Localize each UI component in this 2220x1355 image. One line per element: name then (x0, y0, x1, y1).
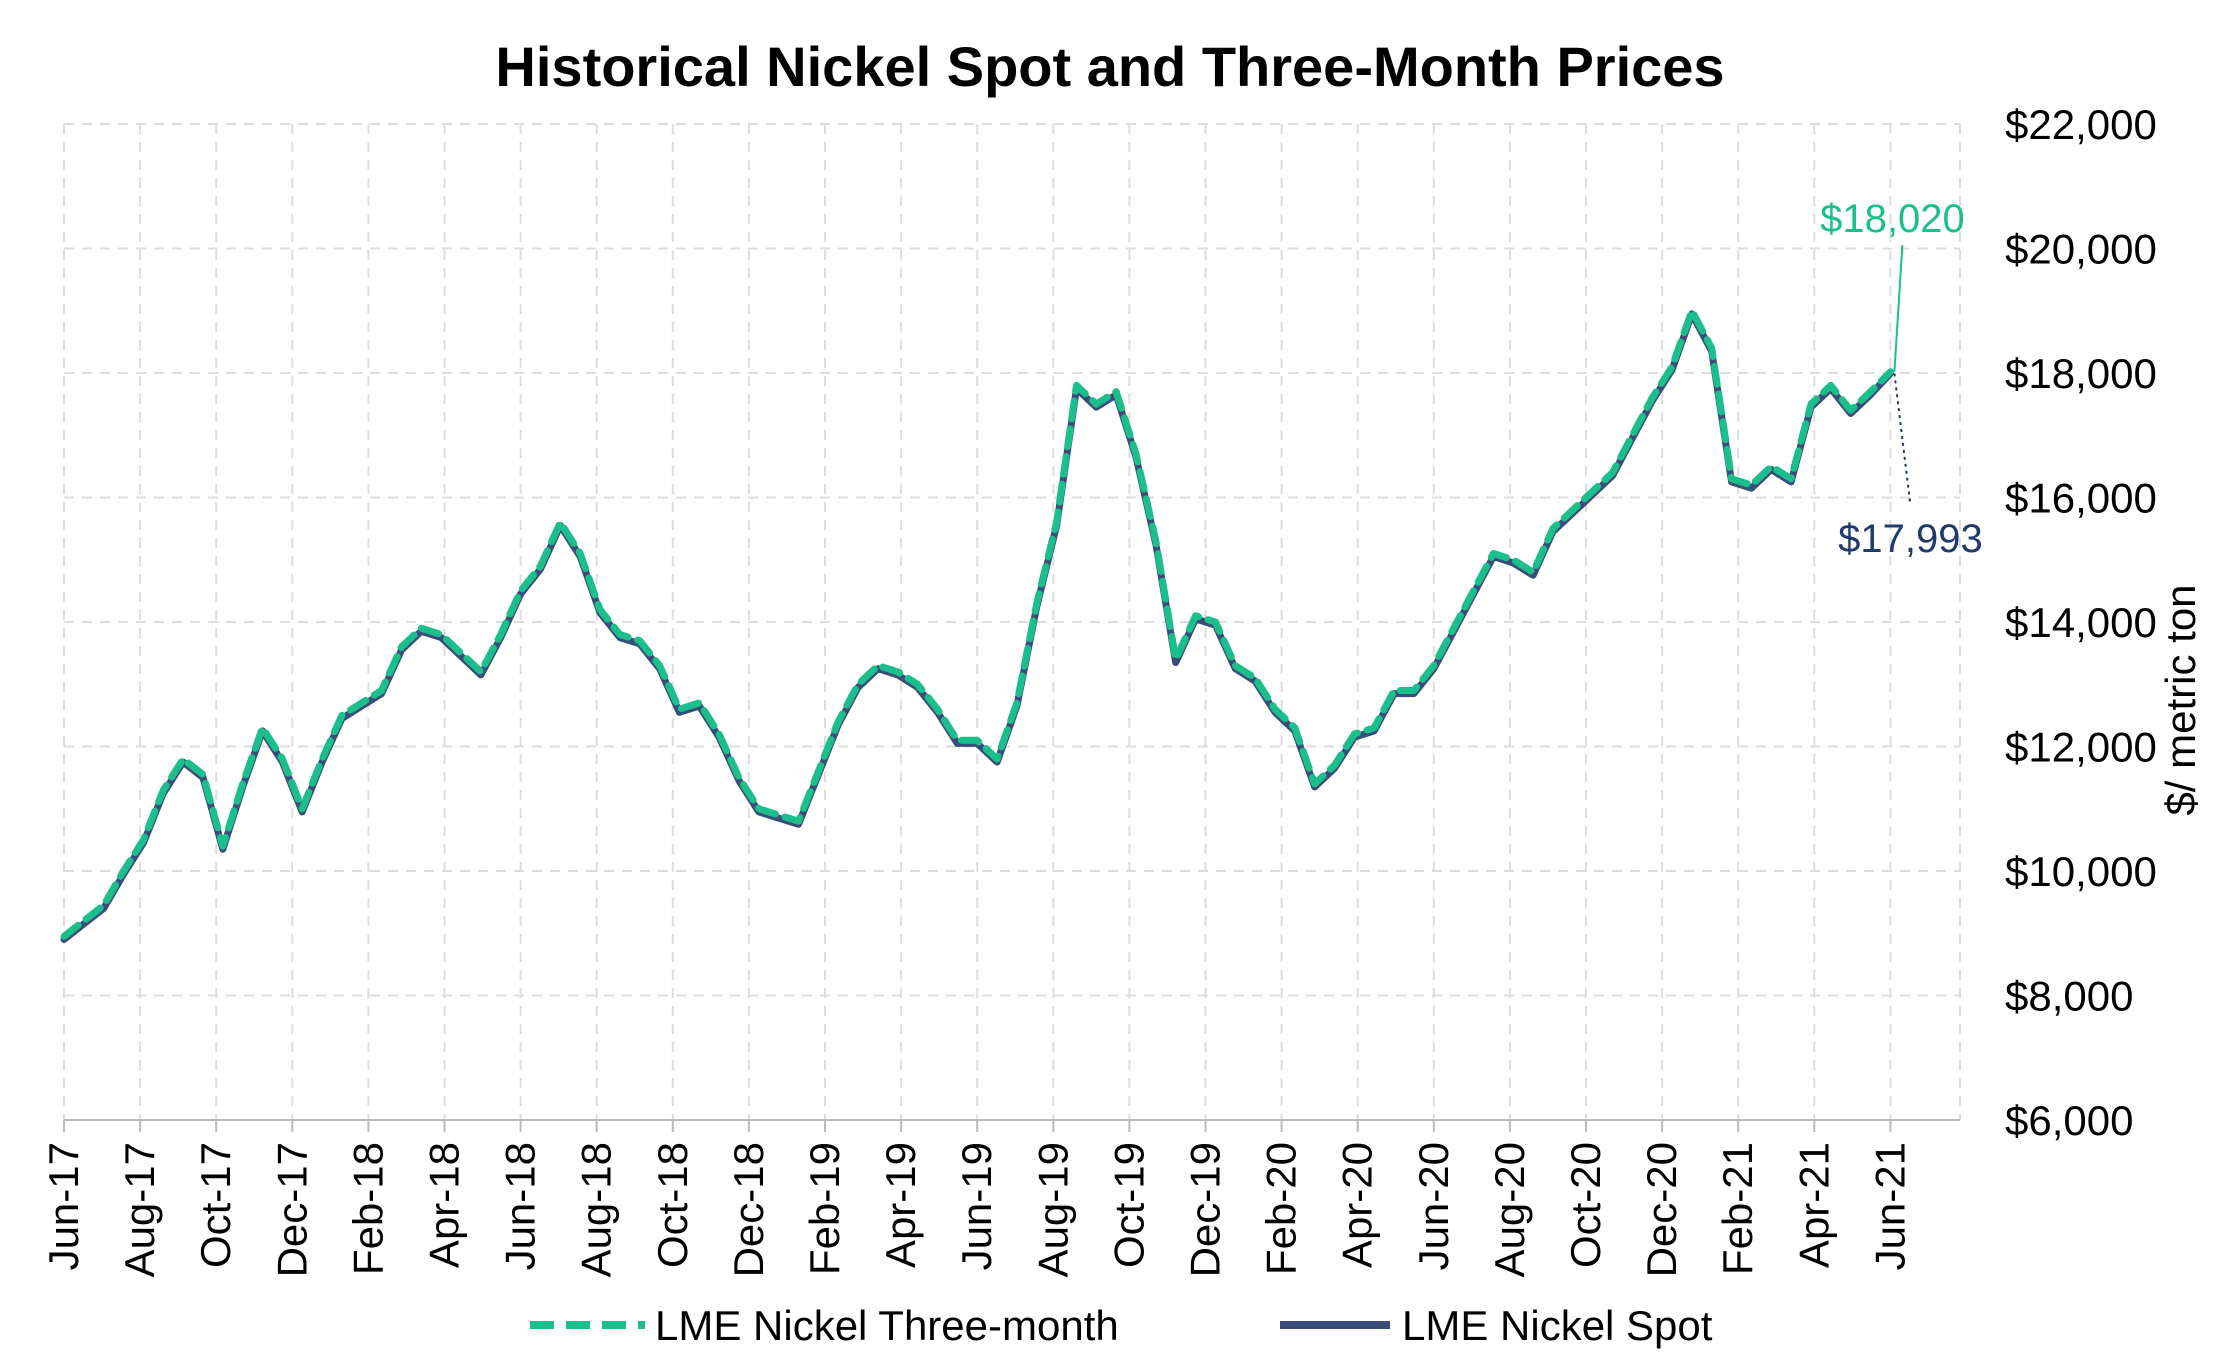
series-lines (60, 307, 1894, 943)
y-tick-label: $6,000 (2005, 1097, 2133, 1144)
y-tick-label: $12,000 (2005, 724, 2157, 771)
x-tick-label: Aug-19 (1029, 1142, 1076, 1277)
x-tick-label: Feb-20 (1258, 1142, 1305, 1275)
x-tick-label: Jun-17 (40, 1142, 87, 1270)
y-tick-label: $14,000 (2005, 599, 2157, 646)
x-tick-label: Apr-20 (1334, 1142, 1381, 1268)
x-tick-label: Dec-18 (725, 1142, 772, 1277)
y-tick-label: $18,000 (2005, 350, 2157, 397)
x-tick-label: Jun-20 (1410, 1142, 1457, 1270)
x-tick-label: Dec-19 (1182, 1142, 1229, 1277)
chart-title: Historical Nickel Spot and Three-Month P… (495, 35, 1724, 98)
x-tick-label: Aug-17 (116, 1142, 163, 1277)
y-axis-ticks: $6,000 $8,000 $10,000 $12,000 $14,000 $16,000… (2005, 101, 2157, 1144)
legend-label-three-month: LME Nickel Three-month (655, 1302, 1119, 1349)
x-tick-label: Feb-18 (344, 1142, 391, 1275)
annotation-three-month: $18,020 (1820, 197, 1965, 241)
x-tick-label: Oct-18 (649, 1142, 696, 1268)
x-tick-label: Oct-17 (192, 1142, 239, 1268)
x-axis-ticks: Jun-17 Aug-17 Oct-17 Dec-17 Feb-18 Apr-18 Jun-… (40, 1142, 1913, 1277)
x-tick-label: Aug-18 (573, 1142, 620, 1277)
x-tick-label: Aug-20 (1486, 1142, 1533, 1277)
annotation-spot: $17,993 (1838, 517, 1983, 561)
y-tick-label: $20,000 (2005, 226, 2157, 273)
x-tick-label: Feb-21 (1714, 1142, 1761, 1275)
series-line-three-month (60, 307, 1894, 940)
annotations: $18,020 $17,993 (1820, 197, 1983, 561)
legend: LME Nickel Three-month LME Nickel Spot (530, 1302, 1713, 1349)
annotation-leader-spot (1893, 373, 1912, 506)
x-tick-label: Oct-20 (1562, 1142, 1609, 1268)
x-tick-label: Dec-17 (268, 1142, 315, 1277)
x-tick-label: Jun-18 (497, 1142, 544, 1270)
y-tick-label: $10,000 (2005, 848, 2157, 895)
y-tick-label: $22,000 (2005, 101, 2157, 148)
y-tick-label: $16,000 (2005, 475, 2157, 522)
grid-lines (63, 123, 1961, 1132)
y-tick-label: $8,000 (2005, 973, 2133, 1020)
x-tick-label: Jun-19 (953, 1142, 1000, 1270)
x-tick-label: Jun-21 (1866, 1142, 1913, 1270)
x-tick-label: Apr-21 (1790, 1142, 1837, 1268)
x-tick-label: Feb-19 (801, 1142, 848, 1275)
x-tick-label: Apr-19 (877, 1142, 924, 1268)
y-axis-label: $/ metric ton (2157, 584, 2204, 815)
x-tick-label: Oct-19 (1105, 1142, 1152, 1268)
legend-label-spot: LME Nickel Spot (1402, 1302, 1713, 1349)
x-tick-label: Dec-20 (1638, 1142, 1685, 1277)
annotation-leader-three-month (1893, 244, 1904, 372)
x-tick-label: Apr-18 (421, 1142, 468, 1268)
